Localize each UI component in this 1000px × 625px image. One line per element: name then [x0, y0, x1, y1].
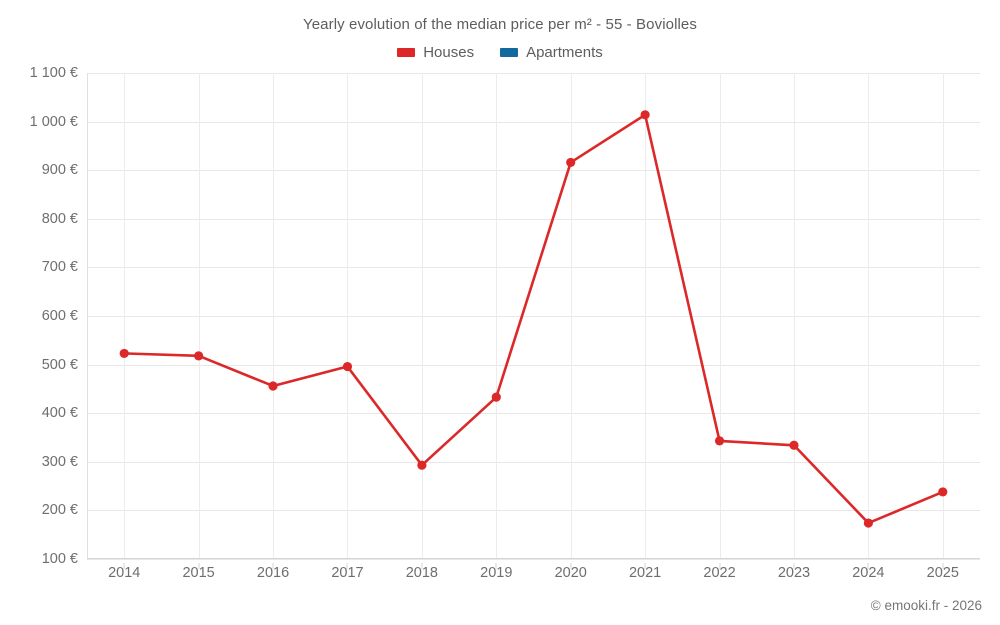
gridline-vertical: [273, 73, 275, 559]
series-line-houses: [122, 113, 945, 525]
gridline-vertical: [645, 73, 647, 559]
gridline-vertical: [347, 73, 349, 559]
legend-swatch-icon: [397, 48, 416, 57]
legend-item-apartments[interactable]: Apartments: [500, 44, 603, 61]
data-point-houses[interactable]: [342, 361, 353, 372]
legend-item-houses[interactable]: Houses: [397, 44, 474, 61]
y-axis-tick-label: 700 €: [41, 259, 78, 276]
gridline-vertical: [793, 73, 795, 559]
gridline-horizontal: [87, 267, 980, 269]
x-axis-tick-mark: [867, 563, 869, 569]
x-axis-tick-label: 2022: [703, 565, 736, 581]
chart-legend: Houses Apartments: [0, 44, 1000, 61]
legend-item-label: Houses: [423, 44, 475, 61]
data-point-houses[interactable]: [417, 460, 427, 470]
y-axis-tick-label: 1 100 €: [29, 65, 78, 81]
legend-item-label: Apartments: [526, 44, 603, 61]
x-axis-tick-mark: [719, 563, 721, 569]
x-axis-tick-mark: [793, 563, 795, 569]
data-point-houses[interactable]: [789, 440, 799, 450]
gridline-horizontal: [87, 316, 980, 317]
x-axis-tick-mark: [272, 563, 274, 569]
x-axis-tick-label: 2023: [777, 565, 811, 581]
gridline-vertical: [124, 73, 126, 559]
chart-title: Yearly evolution of the median price per…: [303, 16, 697, 33]
data-point-houses[interactable]: [268, 381, 278, 391]
y-axis-tick-label: 1 000 €: [29, 113, 78, 130]
x-axis-labels: 2014 2015 2016 2017 2018 2019 2020 2021 2022 2023…: [87, 563, 980, 587]
gridline-vertical: [496, 73, 498, 559]
y-axis-labels: 100 € 200 € 300 € 400 € 500 € 600 € 700 € 800 €…: [0, 65, 78, 567]
y-axis-tick-label: 300 €: [41, 453, 78, 470]
gridline-horizontal: [87, 461, 980, 463]
gridline-horizontal: [87, 510, 980, 512]
x-axis-tick-mark: [495, 563, 497, 569]
data-point-houses[interactable]: [119, 348, 129, 359]
legend-swatch-icon: [500, 48, 519, 57]
data-point-houses[interactable]: [566, 157, 576, 168]
data-point-houses[interactable]: [640, 110, 650, 120]
x-axis-line: [87, 558, 980, 559]
x-axis-tick-label: 2017: [331, 565, 364, 581]
gridline-vertical: [570, 73, 572, 559]
plot-area: [87, 73, 980, 560]
gridline-vertical: [719, 73, 721, 559]
x-axis-tick-label: 2021: [628, 565, 662, 581]
x-axis-tick-label: 2014: [108, 565, 141, 581]
gridline-horizontal: [87, 413, 980, 415]
y-axis-tick-label: 600 €: [41, 308, 78, 324]
gridline-vertical: [198, 73, 200, 559]
data-point-houses[interactable]: [194, 351, 204, 361]
x-axis-tick-mark: [421, 563, 423, 569]
series-layer: [119, 110, 948, 528]
data-point-houses[interactable]: [863, 518, 873, 528]
gridline-horizontal: [87, 364, 980, 366]
data-point-houses[interactable]: [714, 436, 725, 446]
data-point-houses[interactable]: [491, 392, 501, 402]
gridline-horizontal: [87, 73, 980, 74]
x-axis-tick-label: 2016: [256, 565, 290, 581]
x-axis-tick-mark: [570, 563, 572, 569]
y-axis-tick-label: 900 €: [41, 162, 78, 179]
y-axis-tick-label: 200 €: [41, 502, 78, 519]
y-axis-tick-label: 400 €: [41, 405, 78, 422]
y-axis-tick-label: 500 €: [41, 356, 78, 373]
x-axis-tick-label: 2020: [554, 565, 587, 581]
x-axis-tick-label: 2025: [926, 565, 959, 581]
gridline-horizontal: [87, 121, 980, 123]
x-axis-tick-label: 2015: [182, 565, 215, 581]
data-point-houses[interactable]: [938, 487, 948, 497]
gridline-vertical: [421, 73, 423, 559]
x-axis-tick-label: 2024: [852, 565, 885, 581]
x-axis-tick-mark: [644, 563, 646, 569]
y-axis-line: [87, 73, 88, 559]
gridline-vertical: [942, 73, 944, 559]
footer-credit: © emooki.fr - 2026: [870, 598, 982, 613]
x-axis-tick-mark: [123, 563, 125, 569]
x-axis-tick-label: 2019: [480, 565, 513, 581]
gridline-horizontal: [87, 170, 980, 172]
y-axis-tick-label: 800 €: [41, 210, 78, 227]
gridline-vertical: [868, 73, 870, 559]
x-axis-tick-mark: [198, 563, 200, 569]
y-axis-tick-label: 100 €: [41, 551, 78, 567]
x-axis-tick-mark: [942, 563, 944, 569]
gridline-horizontal: [87, 218, 980, 220]
x-axis-tick-mark: [346, 563, 348, 569]
x-axis-tick-label: 2018: [405, 565, 439, 581]
gridline-horizontal: [87, 559, 980, 560]
